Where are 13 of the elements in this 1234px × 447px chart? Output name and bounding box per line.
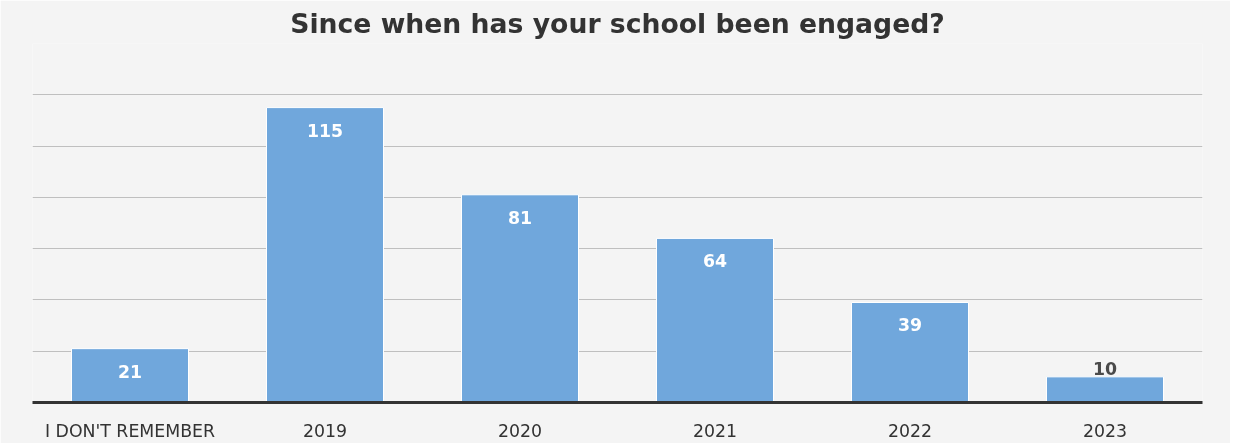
x-tick-label: 2021 xyxy=(692,420,738,441)
x-tick-label: 2022 xyxy=(887,420,933,441)
x-tick-label: I DON'T REMEMBER xyxy=(44,420,216,441)
data-label: 115 xyxy=(306,120,344,141)
data-label: 39 xyxy=(897,315,923,336)
data-label: 10 xyxy=(1092,358,1118,379)
data-label: 81 xyxy=(507,207,533,228)
chart-title: Since when has your school been engaged? xyxy=(290,7,945,39)
x-tick-label: 2023 xyxy=(1082,420,1128,441)
x-tick-label: 2020 xyxy=(497,420,543,441)
x-tick-label: 2019 xyxy=(302,420,348,441)
data-label: 21 xyxy=(117,361,143,382)
data-label: 64 xyxy=(702,251,728,272)
